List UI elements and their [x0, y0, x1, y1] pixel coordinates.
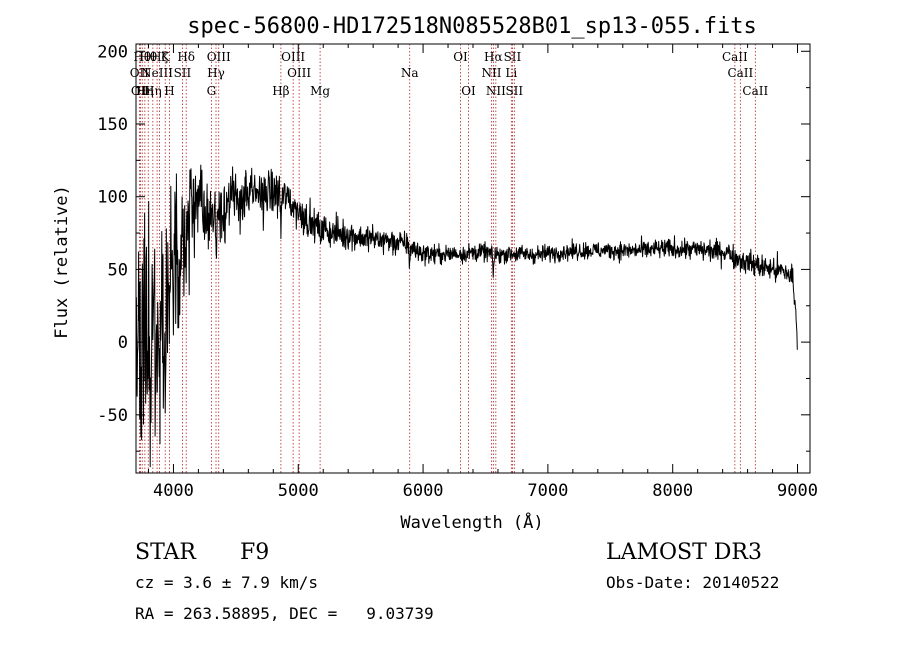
spectral-lines-layer: OIIOIIHθHηHθHηNeIIIHζKHSIIHδGHγOIIIHβOII…	[130, 44, 768, 473]
spectral-line-label: NeIII	[141, 66, 173, 80]
spectral-line-label: K	[161, 50, 171, 64]
spectral-line-label: SII	[504, 50, 522, 64]
spectral-line-label: Hγ	[207, 66, 225, 80]
spectral-line-label: CaII	[722, 50, 748, 64]
x-tick-label: 6000	[403, 481, 444, 501]
object-subclass: F9	[240, 540, 270, 565]
spectral-line-label: Hα	[484, 50, 503, 64]
spectral-line-label: OI	[453, 50, 468, 64]
y-tick-label: 200	[97, 42, 128, 62]
spectral-line-label: Hη	[136, 84, 154, 98]
spectral-line-label: SII	[505, 84, 523, 98]
spectral-line-label: OI	[461, 84, 476, 98]
y-tick-label: 100	[97, 188, 128, 208]
spectral-line-label: Mg	[310, 84, 330, 98]
spectral-line-label: Na	[401, 66, 419, 80]
spectral-line-label: Hζ	[151, 50, 168, 64]
spectral-line-label: CaII	[742, 84, 768, 98]
spectral-line-label: CaII	[727, 66, 753, 80]
spectral-line-label: Li	[505, 66, 517, 80]
coordinates-readout: RA = 263.58895, DEC = 9.03739	[135, 604, 434, 623]
spectral-line-label: OII	[130, 66, 150, 80]
spectral-line-label: OIII	[207, 50, 231, 64]
y-axis-label: Flux (relative)	[52, 185, 72, 339]
spectral-line-label: OIII	[287, 66, 311, 80]
x-tick-label: 7000	[527, 481, 568, 501]
obs-date: Obs-Date: 20140522	[606, 573, 780, 592]
x-tick-label: 9000	[777, 481, 818, 501]
spectral-line-label: Hβ	[272, 84, 289, 98]
object-class: STAR	[135, 540, 196, 565]
y-tick-label: 0	[118, 333, 128, 353]
survey-name: LAMOST DR3	[606, 540, 762, 565]
x-tick-label: 4000	[153, 481, 194, 501]
y-tick-label: -50	[97, 406, 128, 426]
spectral-line-label: Hη	[144, 84, 162, 98]
y-tick-label: 50	[108, 260, 128, 280]
spectral-line-label: NII	[481, 66, 501, 80]
spectral-line-label: Hδ	[177, 50, 195, 64]
spectral-line-label: OIII	[281, 50, 305, 64]
x-axis-label: Wavelength (Å)	[400, 511, 543, 533]
x-tick-label: 5000	[278, 481, 319, 501]
flux-series-layer	[135, 164, 798, 468]
flux-line	[135, 164, 798, 468]
axis-ticks-layer: 4000 5000 6000 7000 8000 9000 -50 0 50 100 150 200	[97, 42, 818, 501]
y-tick-label: 150	[97, 115, 128, 135]
spectral-line-label: H	[164, 84, 174, 98]
spectral-line-label: NII	[486, 84, 506, 98]
spectral-line-label: Hθ	[133, 50, 151, 64]
x-tick-label: 8000	[652, 481, 693, 501]
spectral-line-label: SII	[174, 66, 192, 80]
spectral-line-label: Hθ	[139, 50, 157, 64]
spectral-line-label: G	[207, 84, 217, 98]
velocity-readout: cz = 3.6 ± 7.9 km/s	[135, 573, 319, 592]
chart-title: spec-56800-HD172518N085528B01_sp13-055.f…	[187, 14, 757, 39]
